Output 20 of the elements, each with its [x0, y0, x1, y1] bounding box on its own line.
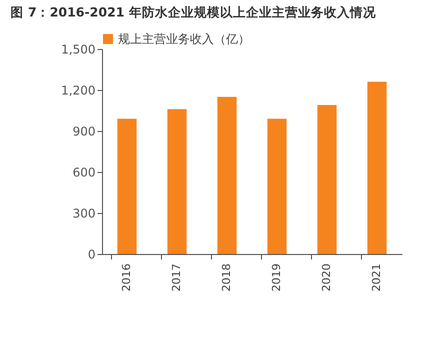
y-tick-label: 300	[72, 206, 96, 220]
chart-title: 图 7：2016-2021 年防水企业规模以上企业主营业务收入情况	[10, 4, 377, 20]
y-tick-label: 600	[72, 166, 96, 180]
x-tick-label: 2018	[220, 264, 233, 292]
bar	[167, 109, 187, 254]
x-tick-label: 2021	[370, 264, 383, 292]
bar	[267, 118, 287, 254]
bar	[217, 96, 237, 254]
bar	[117, 118, 137, 254]
bar	[317, 105, 337, 254]
y-tick-label: 1,500	[61, 42, 96, 56]
x-tick-label: 2017	[170, 264, 183, 292]
y-tick-label: 900	[72, 124, 96, 138]
x-tick-label: 2019	[270, 264, 283, 292]
x-tick-label: 2016	[120, 264, 133, 292]
y-tick-label: 0	[88, 248, 96, 262]
x-tick-label: 2020	[320, 264, 333, 292]
y-tick-label: 1,200	[61, 84, 96, 98]
bar	[367, 82, 387, 254]
legend-label: 规上主营业务收入（亿）	[118, 32, 250, 46]
